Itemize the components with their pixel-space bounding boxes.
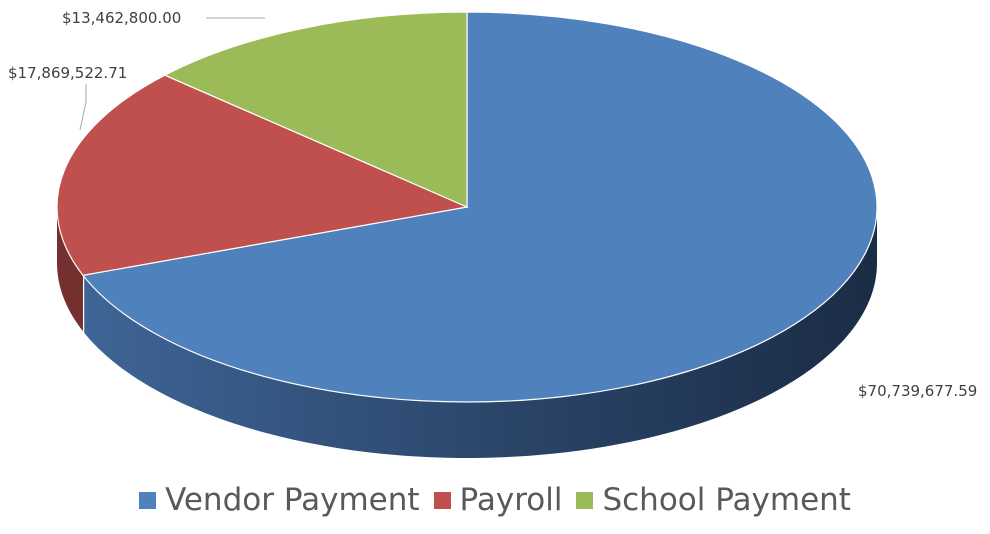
legend-label: Payroll: [459, 482, 563, 518]
pie-slice-payroll: [56, 74, 470, 276]
pie-slices: [56, 11, 878, 403]
data-labels: $70,739,677.59 $17,869,522.71 $13,462,800.…: [8, 9, 977, 400]
legend-item-vendor-payment: Vendor Payment: [139, 482, 420, 518]
pie-3d-sides: [57, 207, 877, 458]
legend-item-school-payment: School Payment: [576, 482, 851, 518]
leader-lines: [79, 17, 265, 131]
legend-swatch: [576, 491, 594, 509]
data-label-school-payment: $13,462,800.00: [62, 9, 181, 27]
data-label-vendor-payment: $70,739,677.59: [858, 382, 977, 400]
legend-swatch: [433, 491, 451, 509]
pie-slice-vendor-payment: [81, 11, 878, 403]
legend-label: Vendor Payment: [165, 482, 420, 518]
pie-side-vendor-payment: [84, 207, 877, 458]
data-label-payroll: $17,869,522.71: [8, 64, 127, 82]
pie-side-payroll: [57, 208, 83, 332]
legend-label: School Payment: [602, 482, 851, 518]
legend: Vendor Payment Payroll School Payment: [0, 482, 990, 518]
legend-swatch: [139, 491, 157, 509]
pie-slice-school-payment: [163, 11, 468, 208]
pie-chart: $70,739,677.59 $17,869,522.71 $13,462,800.…: [8, 9, 977, 458]
leader-line-payroll: [79, 84, 87, 131]
legend-item-payroll: Payroll: [433, 482, 563, 518]
